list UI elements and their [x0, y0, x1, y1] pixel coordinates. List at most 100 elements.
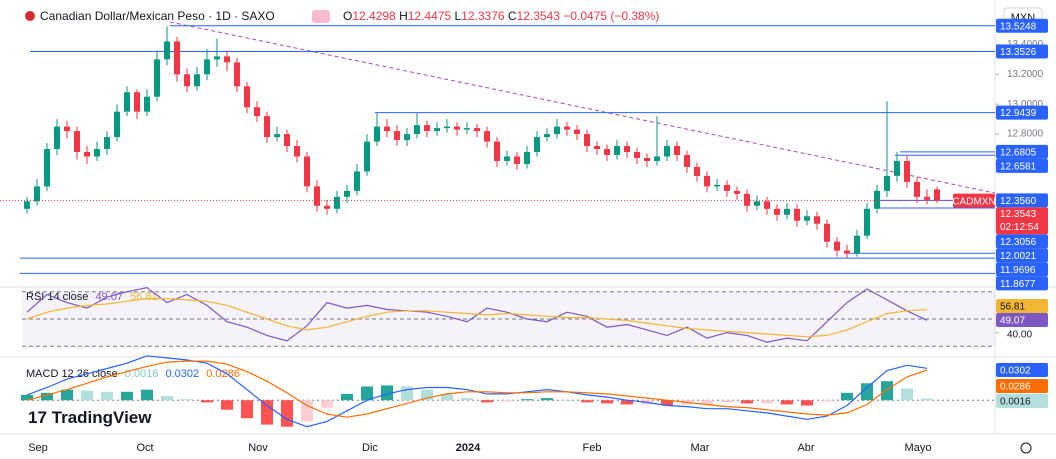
value-label-bg: [996, 379, 1048, 393]
candle-body: [374, 126, 380, 142]
candle-body: [614, 146, 620, 155]
histogram-bar: [321, 400, 333, 408]
histogram-bar: [421, 389, 433, 401]
candle-body: [914, 181, 920, 197]
candle-body: [504, 156, 510, 161]
candle-body: [414, 125, 420, 135]
level-label: 12.9439: [1000, 108, 1037, 119]
candle-body: [714, 184, 720, 187]
candle-body: [294, 146, 300, 157]
open-value: 12.4298: [352, 9, 396, 23]
candle-body: [674, 146, 680, 155]
histogram-bar: [901, 388, 913, 401]
level-label: 12.6805: [1000, 148, 1037, 159]
candle-body: [784, 208, 790, 215]
level-label-bg: [996, 193, 1048, 208]
candle-body: [844, 250, 850, 254]
histogram-bar: [821, 400, 833, 402]
countdown: 02:12:54: [1000, 222, 1039, 233]
candle-body: [144, 96, 150, 112]
candle-body: [344, 190, 350, 197]
histogram-bar: [581, 400, 593, 403]
level-label: 12.3056: [1000, 237, 1037, 248]
value-label: 49.07: [1000, 316, 1025, 327]
candle-body: [484, 131, 490, 142]
ohlc-letter: L: [454, 9, 461, 23]
symbol-tag-bg: [953, 193, 995, 208]
candle-body: [544, 134, 550, 138]
high-value: 12.4475: [408, 9, 452, 23]
y-tick-label: 12.8000: [1007, 129, 1044, 140]
histogram-bar: [701, 400, 713, 405]
candle-body: [224, 56, 230, 63]
series-line: [26, 297, 928, 338]
histogram-bar: [181, 399, 193, 401]
candle-body: [724, 184, 730, 191]
candle-body: [824, 223, 830, 242]
candle-body: [834, 241, 840, 251]
rsi-title: RSI 14 close: [26, 291, 88, 303]
value-label: 56.81: [1000, 302, 1025, 313]
histogram-bar: [601, 400, 613, 404]
candle-body: [764, 201, 770, 209]
candle-body: [84, 152, 90, 157]
level-label-bg: [996, 144, 1048, 159]
candle-body: [354, 171, 360, 191]
candle-body: [204, 59, 210, 75]
level-label: 11.8677: [1000, 279, 1036, 290]
settings-icon[interactable]: [1020, 442, 1032, 454]
series-line: [26, 286, 928, 343]
level-label: 13.5248: [1000, 21, 1037, 32]
x-tick-label: Mar: [691, 442, 710, 454]
value-label-bg: [996, 299, 1048, 313]
series-line: [26, 360, 928, 418]
candle-body: [574, 129, 580, 135]
candle-body: [264, 116, 270, 138]
tag-icon: [312, 10, 330, 23]
candle-body: [234, 62, 240, 87]
candle-body: [184, 74, 190, 87]
candle-body: [884, 175, 890, 191]
histogram-bar: [121, 391, 133, 401]
candle-body: [174, 41, 180, 75]
x-tick-label: Nov: [248, 442, 268, 454]
brand-icon: 17: [28, 408, 52, 427]
histogram-bar: [881, 381, 893, 401]
level-label: 12.6581: [1000, 162, 1037, 173]
candle-body: [444, 126, 450, 129]
x-tick-label: Dic: [362, 442, 378, 454]
candle-body: [854, 235, 860, 254]
candle-body: [474, 128, 480, 132]
histogram-bar: [41, 392, 53, 401]
candle-body: [334, 196, 340, 209]
candle-body: [64, 126, 70, 132]
candle-body: [164, 41, 170, 60]
histogram-bar: [521, 399, 533, 401]
candle-body: [594, 146, 600, 150]
hist-value: 0.0016: [125, 368, 159, 380]
change: −0.0475 (−0.38%): [563, 9, 659, 23]
close-value: 12.3543: [517, 9, 561, 23]
histogram-bar: [921, 398, 933, 401]
candle-body: [104, 137, 110, 150]
candle-body: [624, 146, 630, 153]
histogram-bar: [261, 400, 273, 425]
candle-body: [274, 134, 280, 138]
histogram-bar: [561, 400, 573, 401]
histogram-bar: [301, 400, 313, 422]
histogram-bar: [441, 393, 453, 401]
candle-body: [134, 92, 140, 112]
x-tick-label: Mayo: [905, 442, 932, 454]
candle-body: [684, 154, 690, 167]
histogram-bar: [161, 396, 173, 401]
level-label-bg: [996, 44, 1048, 59]
candle-body: [214, 56, 220, 60]
y-tick-label: 40.00: [1007, 329, 1032, 340]
histogram-bar: [281, 400, 293, 427]
histogram-bar: [141, 389, 153, 401]
last-price-bg: [996, 207, 1048, 235]
candle-body: [864, 208, 870, 236]
value-label: 0.0302: [1000, 366, 1031, 377]
